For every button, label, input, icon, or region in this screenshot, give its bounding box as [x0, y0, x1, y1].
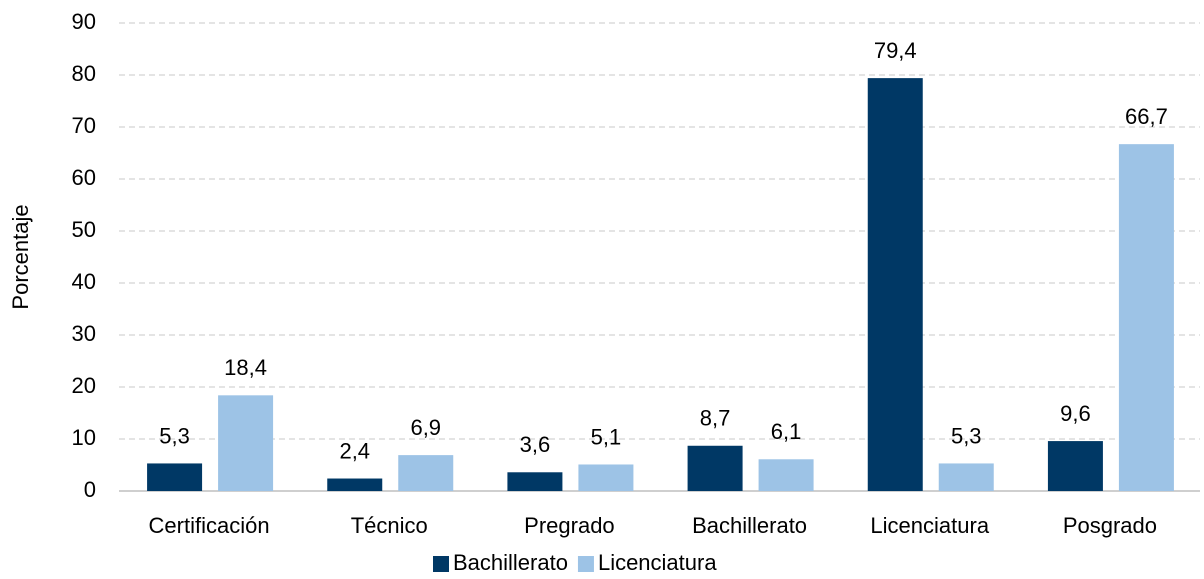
y-tick-label: 40 [72, 269, 96, 294]
bar [327, 478, 383, 491]
bar [398, 455, 454, 491]
data-label: 18,4 [224, 355, 267, 380]
bar [507, 472, 563, 491]
data-label: 5,3 [159, 423, 190, 448]
y-tick-label: 0 [84, 477, 96, 502]
bar [938, 463, 994, 491]
data-label: 66,7 [1125, 104, 1168, 129]
data-label: 6,1 [771, 419, 802, 444]
x-tick-label: Posgrado [1063, 513, 1157, 538]
data-label: 9,6 [1060, 401, 1091, 426]
legend-label: Licenciatura [598, 550, 717, 575]
bar [578, 464, 634, 491]
bar [867, 78, 923, 492]
data-label: 5,3 [951, 423, 982, 448]
bar [218, 395, 274, 491]
legend-label: Bachillerato [453, 550, 568, 575]
bar [758, 459, 814, 491]
bar [1118, 144, 1174, 491]
y-axis-label: Porcentaje [8, 204, 33, 309]
data-label: 79,4 [874, 38, 917, 63]
x-tick-label: Técnico [351, 513, 428, 538]
y-tick-label: 30 [72, 321, 96, 346]
bar [1047, 441, 1103, 491]
x-tick-label: Licenciatura [870, 513, 989, 538]
y-tick-label: 90 [72, 9, 96, 34]
y-tick-label: 80 [72, 61, 96, 86]
y-tick-label: 70 [72, 113, 96, 138]
data-label: 2,4 [339, 438, 370, 463]
bar [687, 445, 743, 491]
data-label: 8,7 [700, 406, 731, 431]
data-label: 5,1 [591, 424, 622, 449]
legend-swatch [433, 556, 449, 572]
y-tick-label: 60 [72, 165, 96, 190]
x-tick-label: Bachillerato [692, 513, 807, 538]
y-tick-label: 20 [72, 373, 96, 398]
y-tick-label: 10 [72, 425, 96, 450]
bar [147, 463, 203, 491]
data-label: 3,6 [520, 432, 551, 457]
data-label: 6,9 [410, 415, 441, 440]
x-tick-label: Pregrado [524, 513, 615, 538]
legend-swatch [577, 556, 594, 572]
y-tick-label: 50 [72, 217, 96, 242]
x-tick-label: Certificación [149, 513, 270, 538]
